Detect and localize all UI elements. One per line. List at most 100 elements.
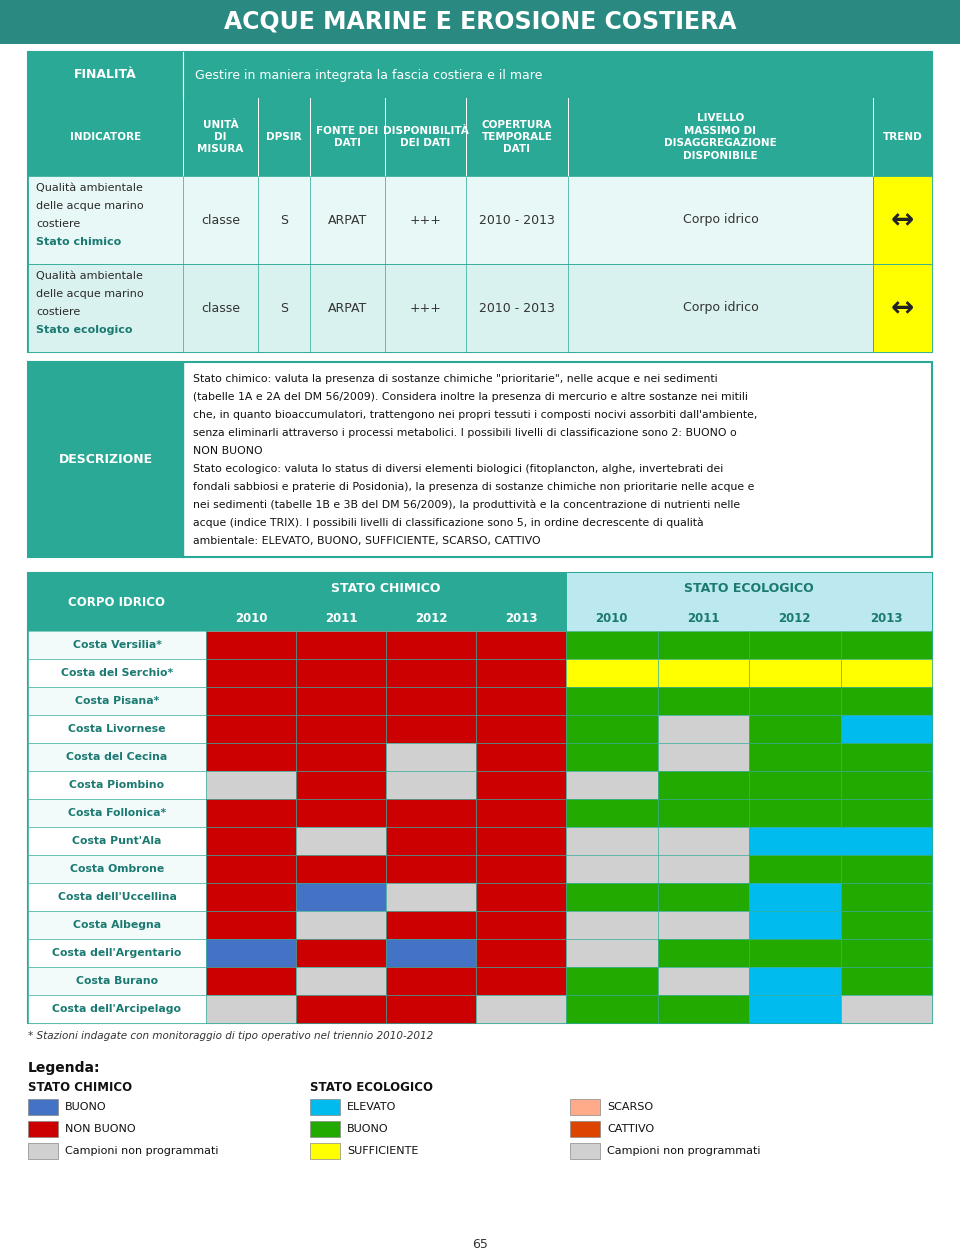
Text: Costa Livornese: Costa Livornese xyxy=(68,725,166,733)
Bar xyxy=(296,855,386,883)
Text: DPSIR: DPSIR xyxy=(266,132,301,142)
Bar xyxy=(296,743,386,771)
Bar xyxy=(476,995,566,1023)
Bar xyxy=(566,911,658,938)
Bar xyxy=(841,715,932,743)
Bar xyxy=(658,605,749,632)
Bar xyxy=(386,883,476,911)
Bar xyxy=(476,883,566,911)
Text: BUONO: BUONO xyxy=(65,1102,107,1112)
Bar xyxy=(206,827,296,855)
Text: ARPAT: ARPAT xyxy=(328,214,367,226)
Text: ARPAT: ARPAT xyxy=(328,302,367,314)
Bar xyxy=(206,855,296,883)
Bar xyxy=(28,632,206,659)
Text: nei sedimenti (tabelle 1B e 3B del DM 56/2009), la produttività e la concentrazi: nei sedimenti (tabelle 1B e 3B del DM 56… xyxy=(193,499,740,511)
Text: Costa Versilia*: Costa Versilia* xyxy=(73,640,161,650)
Bar xyxy=(476,967,566,995)
Bar xyxy=(749,799,841,827)
Text: Costa del Cecina: Costa del Cecina xyxy=(66,752,168,762)
Text: 2010 - 2013: 2010 - 2013 xyxy=(479,214,555,226)
Bar xyxy=(206,687,296,715)
Text: DESCRIZIONE: DESCRIZIONE xyxy=(59,453,153,465)
Bar xyxy=(206,799,296,827)
Text: Qualità ambientale: Qualità ambientale xyxy=(36,182,143,192)
Bar xyxy=(749,883,841,911)
Bar xyxy=(0,0,960,44)
Text: Costa Follonica*: Costa Follonica* xyxy=(68,808,166,818)
Text: Campioni non programmati: Campioni non programmati xyxy=(65,1146,219,1156)
Text: Costa Albegna: Costa Albegna xyxy=(73,920,161,930)
Text: CATTIVO: CATTIVO xyxy=(607,1123,654,1133)
Bar xyxy=(658,687,749,715)
Bar xyxy=(749,938,841,967)
Bar xyxy=(476,743,566,771)
Bar xyxy=(566,632,658,659)
Bar xyxy=(841,659,932,687)
Bar xyxy=(296,883,386,911)
Bar xyxy=(28,799,206,827)
Text: ↔: ↔ xyxy=(891,294,914,322)
Bar xyxy=(658,799,749,827)
Bar xyxy=(206,911,296,938)
Bar xyxy=(749,659,841,687)
Text: Costa del Serchio*: Costa del Serchio* xyxy=(60,668,173,678)
Text: Costa dell'Uccellina: Costa dell'Uccellina xyxy=(58,892,177,902)
Bar xyxy=(658,938,749,967)
Bar xyxy=(749,995,841,1023)
Bar xyxy=(570,1144,600,1159)
Bar xyxy=(658,827,749,855)
Bar xyxy=(476,855,566,883)
Bar xyxy=(873,176,932,264)
Text: INDICATORE: INDICATORE xyxy=(70,132,141,142)
Bar xyxy=(749,687,841,715)
Bar xyxy=(310,1099,340,1115)
Bar xyxy=(566,799,658,827)
Bar xyxy=(841,967,932,995)
Bar xyxy=(386,771,476,799)
Bar xyxy=(296,995,386,1023)
Bar xyxy=(841,771,932,799)
Bar xyxy=(206,659,296,687)
Bar xyxy=(658,995,749,1023)
Bar xyxy=(476,659,566,687)
Bar xyxy=(28,911,206,938)
Bar xyxy=(386,799,476,827)
Bar xyxy=(476,715,566,743)
Text: Legenda:: Legenda: xyxy=(28,1060,101,1076)
Text: delle acque marino: delle acque marino xyxy=(36,201,144,211)
Bar xyxy=(841,799,932,827)
Bar xyxy=(841,938,932,967)
Bar xyxy=(386,938,476,967)
Bar xyxy=(206,771,296,799)
Bar xyxy=(28,1144,58,1159)
Bar xyxy=(841,995,932,1023)
Text: classe: classe xyxy=(201,214,240,226)
Bar xyxy=(206,715,296,743)
Text: Stato chimico: valuta la presenza di sostanze chimiche "prioritarie", nelle acqu: Stato chimico: valuta la presenza di sos… xyxy=(193,374,718,384)
Text: STATO CHIMICO: STATO CHIMICO xyxy=(331,582,441,595)
Bar xyxy=(310,1144,340,1159)
Bar xyxy=(476,827,566,855)
Text: costiere: costiere xyxy=(36,307,81,317)
Bar xyxy=(386,743,476,771)
Bar xyxy=(658,855,749,883)
Bar xyxy=(566,659,658,687)
Bar xyxy=(476,632,566,659)
Text: Costa dell'Arcipelago: Costa dell'Arcipelago xyxy=(53,1004,181,1014)
Text: * Stazioni indagate con monitoraggio di tipo operativo nel triennio 2010-2012: * Stazioni indagate con monitoraggio di … xyxy=(28,1032,433,1042)
Bar xyxy=(28,176,932,264)
Bar xyxy=(658,659,749,687)
Text: ACQUE MARINE E EROSIONE COSTIERA: ACQUE MARINE E EROSIONE COSTIERA xyxy=(224,10,736,34)
Bar xyxy=(749,605,841,632)
Text: SUFFICIENTE: SUFFICIENTE xyxy=(347,1146,419,1156)
Bar xyxy=(658,632,749,659)
Bar xyxy=(296,967,386,995)
Bar xyxy=(566,967,658,995)
Bar xyxy=(28,855,206,883)
Text: STATO ECOLOGICO: STATO ECOLOGICO xyxy=(310,1081,433,1094)
Bar xyxy=(28,52,932,352)
Bar xyxy=(28,715,206,743)
Bar xyxy=(386,855,476,883)
Bar xyxy=(749,911,841,938)
